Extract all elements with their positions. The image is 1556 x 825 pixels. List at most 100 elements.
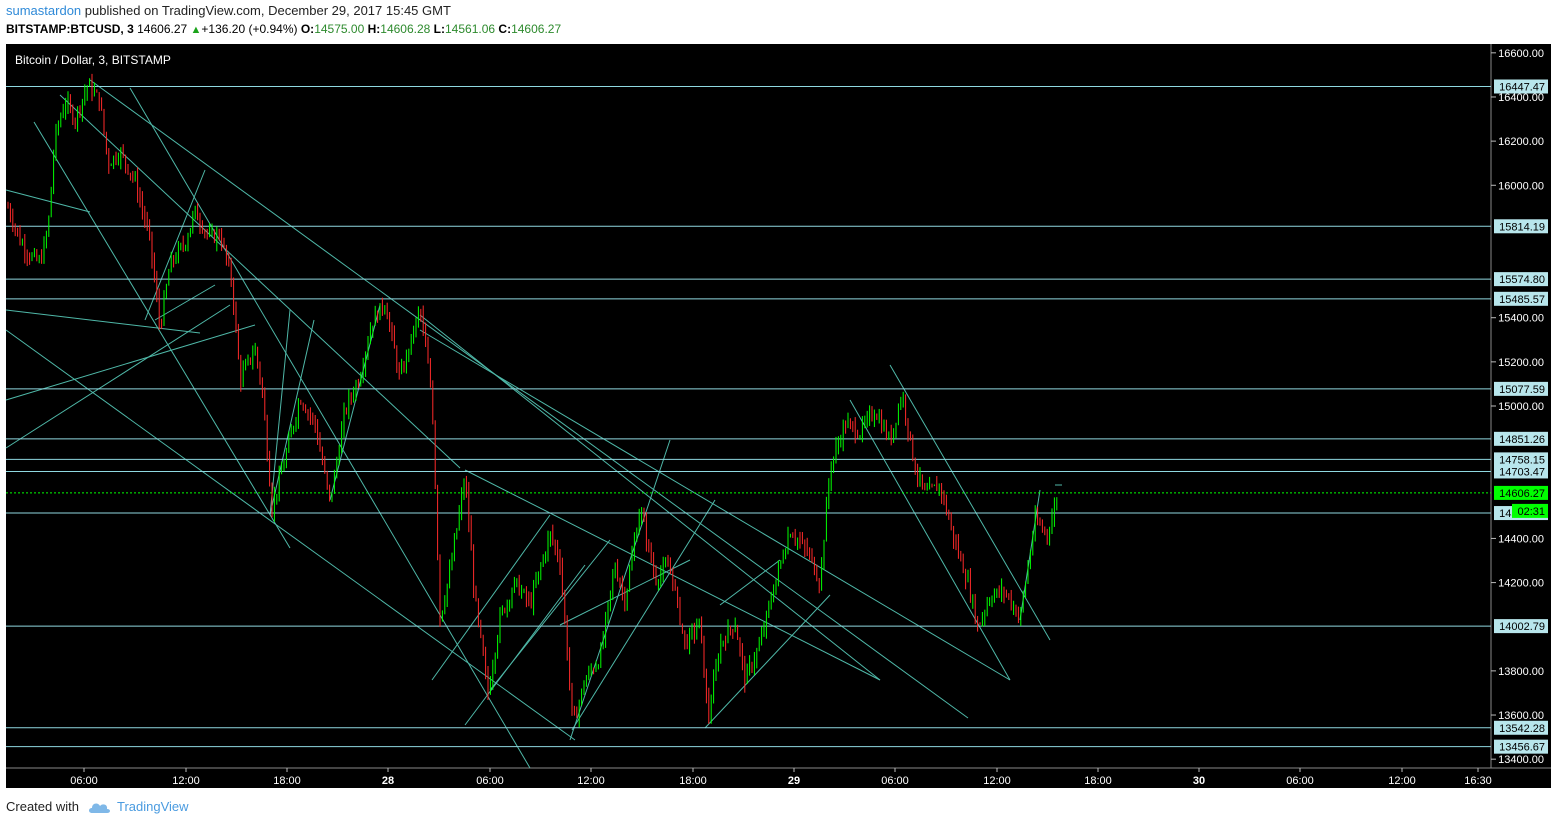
level-label-box <box>1494 219 1548 234</box>
time-tick-label: 12:00 <box>172 775 200 787</box>
price-tick-label: 14400.00 <box>1498 533 1544 545</box>
trend-line <box>5 329 576 741</box>
time-tick-label: 18:00 <box>273 775 301 787</box>
trend-line <box>144 169 206 321</box>
trend-line <box>849 399 1011 681</box>
publisher-link[interactable]: sumastardon <box>6 3 82 18</box>
level-label-box <box>1494 720 1548 735</box>
trend-line <box>489 539 611 691</box>
time-tick-label: 30 <box>1193 775 1205 787</box>
last-price: 14606.27 <box>137 22 188 36</box>
close-label: C: <box>498 22 512 36</box>
price-tick-label: 13400.00 <box>1498 754 1544 766</box>
level-label-box <box>1494 739 1548 754</box>
level-label: 16447.47 <box>1499 81 1545 93</box>
low-value: 14561.06 <box>445 22 496 36</box>
trend-line <box>571 499 716 731</box>
up-arrow-icon: ▲ <box>190 24 202 36</box>
price-tick-label: 13600.00 <box>1498 710 1544 722</box>
level-label-box <box>1494 272 1548 287</box>
price-tick-label: 15200.00 <box>1498 357 1544 369</box>
trend-line <box>59 94 461 469</box>
chart-title: Bitcoin / Dollar, 3, BITSTAMP <box>15 53 171 67</box>
time-tick-label: 06:00 <box>70 775 98 787</box>
time-axis[interactable] <box>6 768 1551 788</box>
symbol-label: BITSTAMP:BTCUSD, 3 <box>6 22 134 36</box>
trend-line <box>5 324 256 401</box>
trend-line <box>569 439 671 741</box>
publish-info: sumastardon published on TradingView.com… <box>6 3 451 18</box>
tradingview-link[interactable]: TradingView <box>116 799 189 814</box>
price-ticks: 16600.00 16400.00 16200.00 16000.00 15400.00… <box>1491 48 1544 766</box>
time-tick-label: 28 <box>382 775 394 787</box>
price-tick-label: 13800.00 <box>1498 666 1544 678</box>
level-label: 14758.15 <box>1499 454 1545 466</box>
level-label: 14703.47 <box>1499 466 1545 478</box>
price-tick-label: 16200.00 <box>1498 136 1544 148</box>
tradingview-cloud-icon <box>88 803 110 813</box>
price-tick-label: 14200.00 <box>1498 578 1544 590</box>
time-tick-label: 18:00 <box>1084 775 1112 787</box>
price-tick-label: 15000.00 <box>1498 401 1544 413</box>
time-ticks: 06:00 12:00 18:00 28 06:00 12:00 18:00 29 06:00 1… <box>70 768 1492 787</box>
trend-line <box>329 304 381 501</box>
trend-line <box>129 87 531 769</box>
level-label-box <box>1494 431 1548 446</box>
level-label-box <box>1494 79 1548 94</box>
trend-line <box>419 329 1011 681</box>
level-label: 14002.79 <box>1499 621 1545 633</box>
level-label-box <box>1494 485 1548 500</box>
level-label: 14851.26 <box>1499 434 1545 446</box>
trend-line <box>89 79 969 719</box>
price-tick-label: 16600.00 <box>1498 48 1544 60</box>
price-tick-label: 16000.00 <box>1498 180 1544 192</box>
trend-line <box>269 309 291 516</box>
change-value: +136.20 (+0.94%) <box>201 22 298 36</box>
level-label-box <box>1494 291 1548 306</box>
countdown-box <box>1512 503 1548 518</box>
time-tick-label: 29 <box>788 775 800 787</box>
trend-line <box>5 309 201 334</box>
time-tick-label: 12:00 <box>577 775 605 787</box>
trend-line <box>719 559 781 606</box>
time-tick-label: 06:00 <box>476 775 504 787</box>
low-label: L: <box>433 22 445 36</box>
trend-line <box>154 284 216 321</box>
time-tick-label: 12:00 <box>983 775 1011 787</box>
level-label-box <box>1494 464 1548 479</box>
level-labels: 16447.47 15814.19 15574.80 15485.57 15077.59… <box>1494 79 1548 754</box>
level-label: 15077.59 <box>1499 384 1545 396</box>
countdown-label: 02:31 <box>1517 506 1545 518</box>
open-label: O: <box>300 22 315 36</box>
price-chart[interactable]: 16600.00 16400.00 16200.00 16000.00 15400.00… <box>0 0 1556 795</box>
level-label: 14606.27 <box>1499 488 1545 500</box>
open-value: 14575.00 <box>314 22 365 36</box>
level-label: 15814.19 <box>1499 221 1545 233</box>
trend-line <box>269 319 315 516</box>
price-tick-label: 15400.00 <box>1498 313 1544 325</box>
published-text: published on TradingView.com, December 2… <box>81 3 451 18</box>
trend-line <box>5 304 231 449</box>
level-label: 13542.28 <box>1499 723 1545 735</box>
level-label: 15485.57 <box>1499 294 1545 306</box>
level-label-box <box>1494 452 1548 467</box>
trend-line <box>431 514 551 681</box>
level-label-box <box>1494 619 1548 634</box>
time-tick-label: 06:00 <box>1286 775 1314 787</box>
price-tick-label: 16400.00 <box>1498 92 1544 104</box>
time-tick-label: 16:30 <box>1464 775 1492 787</box>
created-with-text: Created with <box>6 799 79 814</box>
price-axis[interactable] <box>1491 44 1551 768</box>
level-label-box <box>1494 381 1548 396</box>
close-value: 14606.27 <box>511 22 562 36</box>
high-label: H: <box>367 22 381 36</box>
time-tick-label: 12:00 <box>1388 775 1416 787</box>
horizontal-levels <box>6 85 1491 748</box>
candles <box>7 73 1058 728</box>
ohlc-bar: BITSTAMP:BTCUSD, 3 14606.27 ▲+136.20 (+0… <box>6 22 561 36</box>
plot-area[interactable] <box>6 44 1491 768</box>
trend-line <box>33 121 291 549</box>
level-label: 13456.67 <box>1499 742 1545 754</box>
footer: Created with TradingView <box>6 799 189 814</box>
trend-line <box>704 594 831 729</box>
